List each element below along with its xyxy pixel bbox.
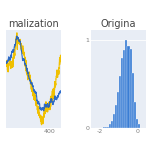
Title: Origina: Origina <box>100 19 136 29</box>
Bar <box>111 121 113 128</box>
Title: malization: malization <box>8 19 59 29</box>
Bar <box>107 126 109 127</box>
Bar <box>132 73 134 128</box>
Bar <box>130 49 132 128</box>
Bar <box>121 58 123 128</box>
Bar <box>134 102 136 128</box>
Bar <box>125 40 128 128</box>
Bar <box>136 118 138 127</box>
Bar <box>119 76 121 128</box>
Bar <box>123 50 125 127</box>
Bar <box>113 114 115 128</box>
Bar <box>115 105 117 128</box>
Bar <box>117 92 119 128</box>
Bar <box>128 46 130 128</box>
Bar <box>109 124 111 127</box>
Bar <box>138 124 140 128</box>
